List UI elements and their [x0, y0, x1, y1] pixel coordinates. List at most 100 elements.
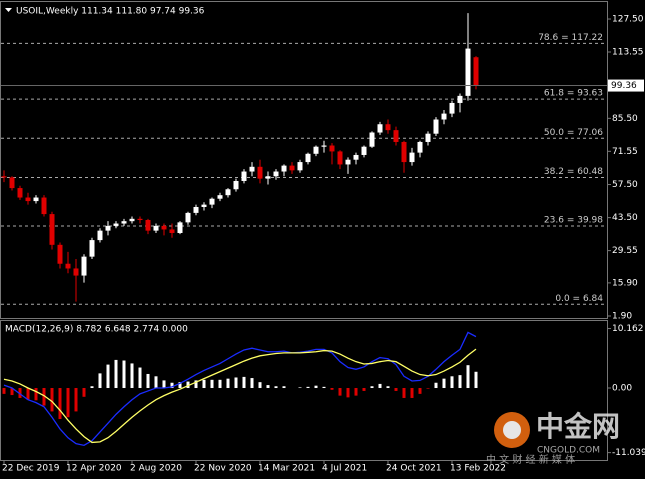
x-tick-label: 13 Feb 2022 — [450, 464, 506, 474]
histogram-bar — [146, 373, 150, 389]
candle-body — [473, 57, 479, 86]
macd-line — [3, 331, 477, 447]
histogram-bar — [154, 376, 158, 389]
candle-body — [409, 152, 415, 163]
histogram-bar — [322, 386, 326, 389]
fib-label: 50.0 = 77.06 — [544, 128, 603, 138]
histogram-bar — [58, 388, 62, 420]
candle-body — [25, 197, 31, 202]
signal-line — [3, 348, 477, 444]
candle-body — [321, 145, 327, 147]
candle-body — [105, 225, 111, 231]
chart-title: USOIL,Weekly 111.34 111.80 97.74 99.36 — [16, 7, 205, 17]
candle-body — [89, 240, 95, 257]
y-tick-label: 57.50 — [612, 180, 638, 190]
candle-body — [393, 130, 399, 142]
candle-body — [457, 95, 463, 103]
candle-body — [65, 263, 71, 269]
y-tick-label: 29.55 — [612, 246, 638, 256]
candle-body — [369, 132, 375, 147]
candle-body — [241, 171, 247, 181]
site: CNGOLD.COM — [537, 446, 600, 456]
fib-label: 78.6 = 117.22 — [538, 33, 603, 43]
histogram-bar — [402, 388, 406, 398]
candle-body — [209, 198, 215, 205]
histogram-bar — [98, 373, 102, 389]
macd-frame — [0, 320, 608, 461]
histogram-bar — [170, 382, 174, 389]
candle-body — [73, 268, 79, 276]
brand: 中金网 — [536, 410, 620, 443]
histogram-bar — [330, 388, 334, 390]
histogram-bar — [426, 388, 430, 389]
candle-body — [57, 244, 63, 264]
histogram-bar — [442, 378, 446, 389]
candle-body — [449, 102, 455, 114]
candle-body — [377, 124, 383, 133]
candle-body — [345, 159, 351, 165]
candle-body — [361, 146, 367, 155]
histogram-bar — [370, 386, 374, 389]
candle-body — [113, 223, 119, 226]
candle-body — [137, 218, 143, 220]
histogram-bar — [458, 375, 462, 389]
histogram-bar — [18, 388, 22, 398]
histogram-bar — [306, 386, 310, 389]
y-tick-label: 10.162 — [612, 324, 644, 334]
candle-body — [249, 166, 255, 172]
candle-body — [81, 256, 87, 276]
main-frame — [0, 1, 608, 319]
candle-body — [193, 206, 199, 213]
candle-body — [289, 165, 295, 171]
price-label: 99.36 — [611, 81, 637, 91]
candle-body — [1, 176, 7, 178]
histogram-bar — [162, 380, 166, 389]
candle-body — [201, 204, 207, 207]
histogram-bar — [2, 388, 6, 394]
histogram-bar — [386, 386, 390, 389]
candle-body — [281, 165, 287, 172]
histogram-bar — [338, 388, 342, 396]
candle-body — [425, 133, 431, 142]
histogram-bar — [90, 386, 94, 389]
candle-body — [169, 229, 175, 234]
histogram-bar — [282, 386, 286, 389]
y-tick-label: 1.90 — [612, 311, 632, 321]
candle-body — [353, 154, 359, 160]
macd-title: MACD(12,26,9) 8.782 6.648 2.774 0.000 — [5, 325, 188, 335]
price-box — [608, 79, 644, 92]
histogram-bar — [226, 378, 230, 389]
histogram-bar — [274, 386, 278, 389]
histogram-bar — [410, 388, 414, 398]
x-tick-label: 22 Dec 2019 — [2, 464, 60, 474]
histogram-bar — [394, 388, 398, 391]
candle-body — [305, 153, 311, 163]
histogram-bar — [122, 360, 126, 389]
candle-body — [265, 176, 271, 179]
candle-body — [329, 145, 335, 152]
histogram-bar — [106, 364, 110, 389]
candle-body — [441, 113, 447, 120]
candle-body — [41, 197, 47, 215]
histogram-bar — [74, 388, 78, 412]
x-tick-label: 12 Apr 2020 — [66, 464, 122, 474]
histogram-bar — [210, 379, 214, 389]
candle-body — [33, 197, 39, 202]
candle-body — [17, 188, 23, 198]
candle-body — [9, 177, 15, 189]
histogram-bar — [250, 378, 254, 389]
candle-body — [225, 189, 231, 196]
candle-body — [401, 141, 407, 163]
histogram-bar — [242, 376, 246, 389]
candle-body — [97, 230, 103, 241]
x-tick-label: 2 Aug 2020 — [130, 464, 182, 474]
slogan: 中 文 财 经 新 媒 体 — [486, 453, 575, 466]
candle-body — [297, 162, 303, 171]
candle-body — [337, 151, 343, 165]
y-tick-label: 71.55 — [612, 147, 638, 157]
histogram-bar — [418, 388, 422, 394]
histogram-bar — [258, 382, 262, 389]
fib-label: 0.0 = 6.84 — [555, 294, 603, 304]
histogram-bar — [50, 388, 54, 412]
menu-arrow — [5, 8, 12, 12]
